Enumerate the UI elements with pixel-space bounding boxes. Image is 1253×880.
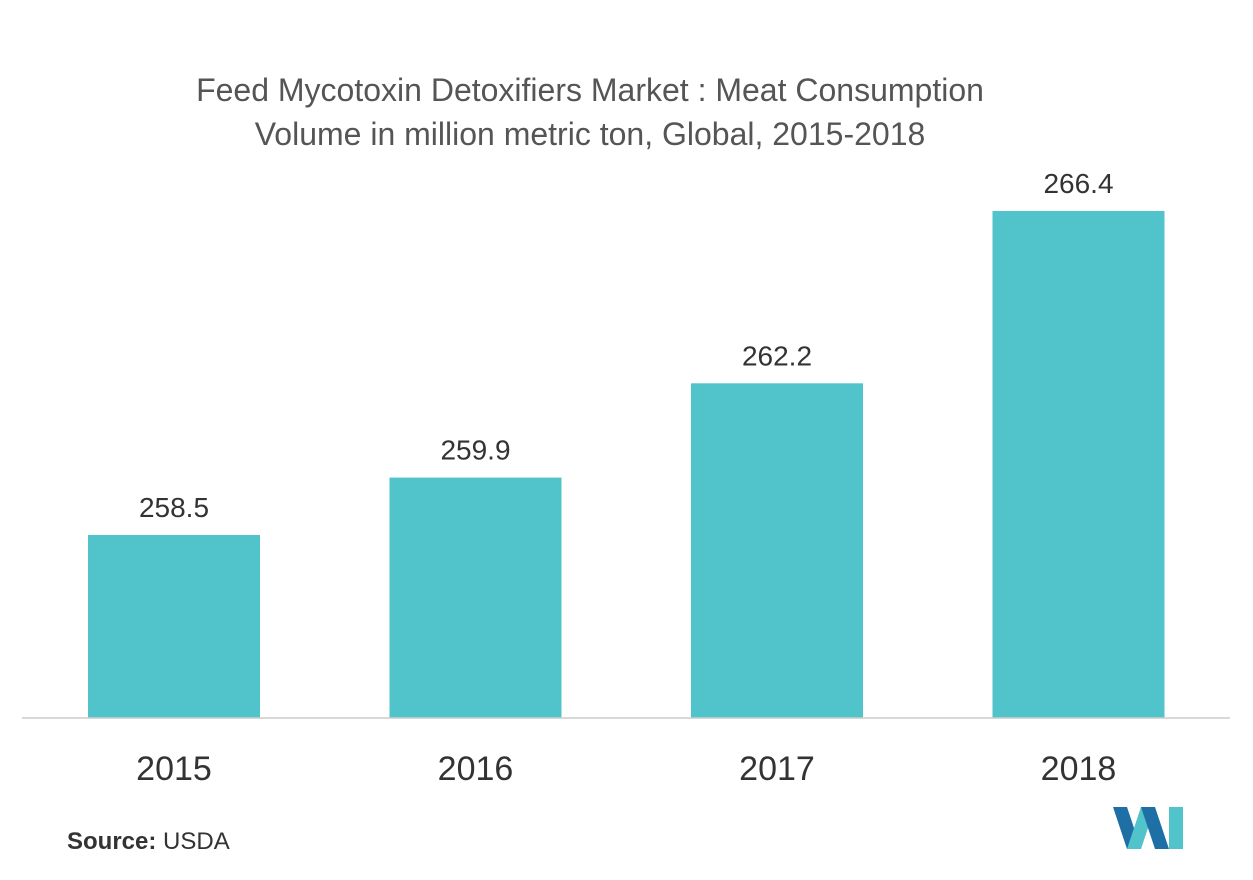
data-label-2018: 266.4 bbox=[1043, 168, 1113, 199]
logo-shape-mid2 bbox=[1141, 807, 1169, 849]
source-value: USDA bbox=[163, 828, 230, 855]
bars-group bbox=[88, 211, 1165, 718]
bar-2016 bbox=[389, 477, 562, 718]
data-label-2016: 259.9 bbox=[440, 435, 510, 466]
labels-group: 258.5 2015 259.9 2016 262.2 2017 266.4 2018 bbox=[136, 168, 1116, 788]
source-note: Source: USDA bbox=[67, 828, 230, 856]
bar-2017 bbox=[691, 383, 863, 718]
x-tick-label-2016: 2016 bbox=[438, 750, 514, 788]
chart-title-line-1: Feed Mycotoxin Detoxifiers Market : Meat… bbox=[196, 72, 984, 108]
chart-title-line-2: Volume in million metric ton, Global, 20… bbox=[254, 116, 926, 152]
source-label: Source: bbox=[67, 828, 157, 855]
x-tick-label-2018: 2018 bbox=[1041, 750, 1117, 788]
chart-title: Feed Mycotoxin Detoxifiers Market : Meat… bbox=[90, 68, 1090, 156]
x-tick-label-2017: 2017 bbox=[739, 750, 815, 788]
bar-2015 bbox=[88, 535, 260, 718]
x-tick-label-2015: 2015 bbox=[136, 750, 212, 788]
data-label-2017: 262.2 bbox=[742, 340, 812, 371]
mordor-intelligence-logo-icon bbox=[1113, 807, 1183, 849]
data-label-2015: 258.5 bbox=[139, 492, 209, 523]
bar-2018 bbox=[992, 211, 1165, 718]
logo-shape-right bbox=[1169, 807, 1183, 849]
